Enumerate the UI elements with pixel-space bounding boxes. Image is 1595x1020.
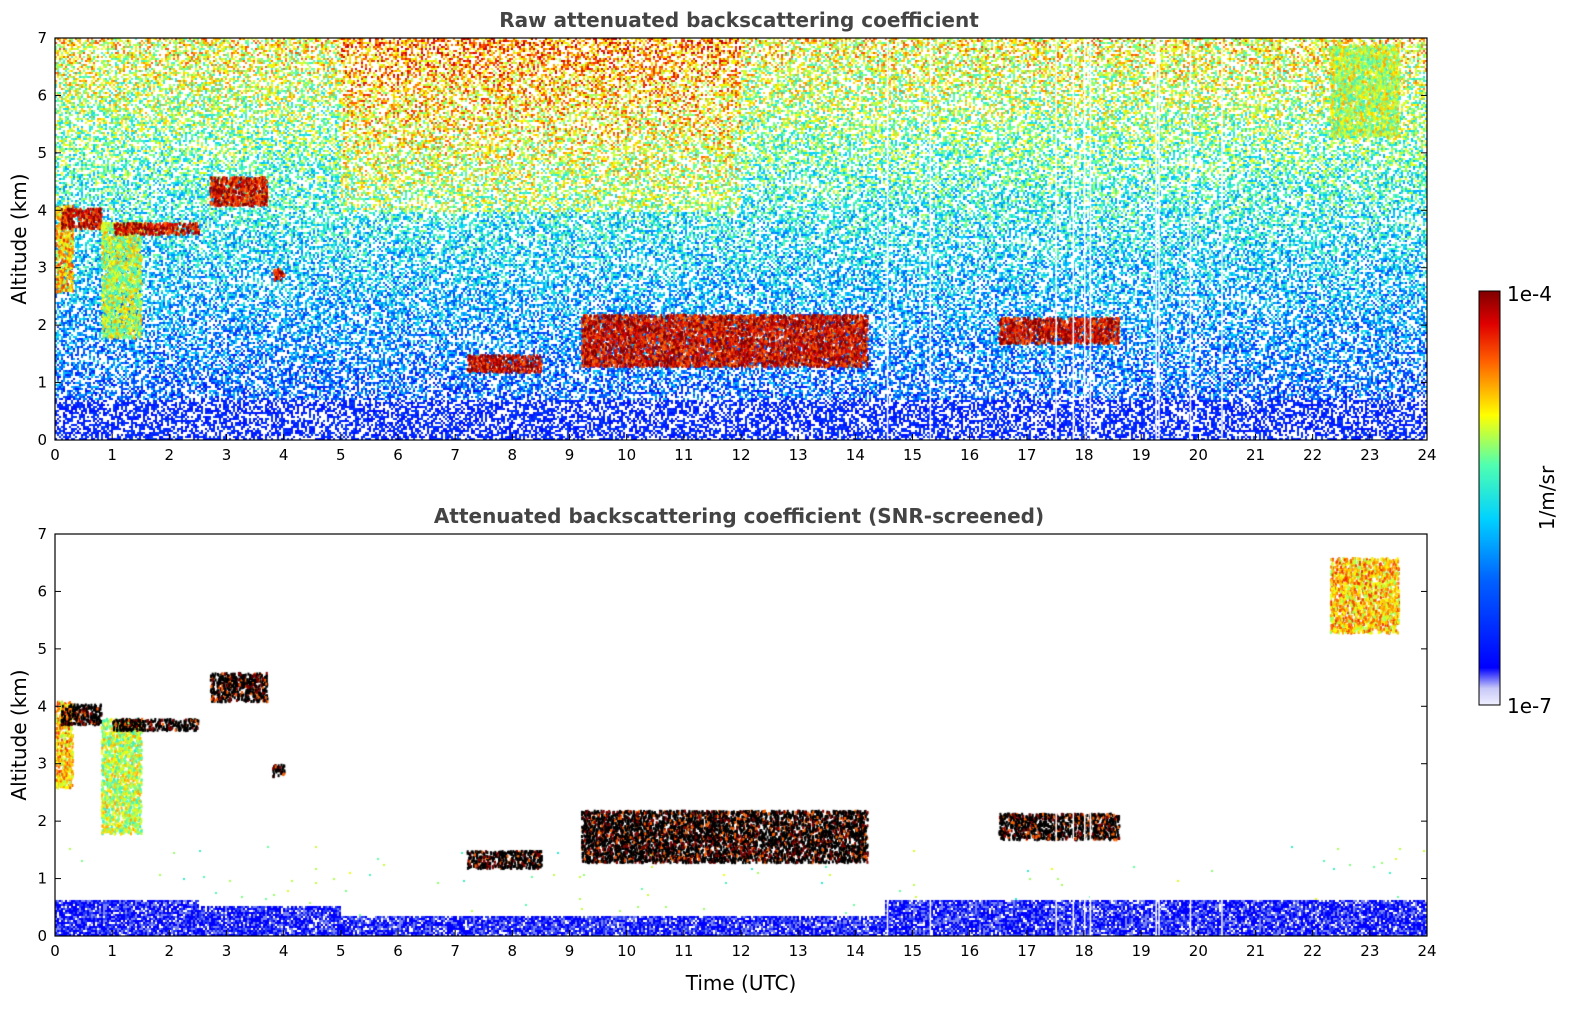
screened-backscatter-panel: Attenuated backscattering coefficient (S… [7,504,1437,995]
x-tick-label: 7 [450,942,460,960]
colorbar-unit-label: 1/m/sr [1535,465,1559,530]
screened-panel-title: Attenuated backscattering coefficient (S… [434,504,1044,528]
x-tick-label: 17 [1017,446,1036,464]
x-tick-label: 9 [565,446,575,464]
y-tick-label: 1 [37,374,47,392]
y-tick-label: 4 [37,697,47,715]
screened-heatmap [55,534,1427,936]
x-tick-label: 16 [960,942,979,960]
x-tick-label: 22 [1303,942,1322,960]
heatmap-image [55,534,1427,936]
raw-heatmap [55,38,1427,440]
y-tick-label: 6 [37,582,47,600]
y-tick-label: 6 [37,86,47,104]
x-tick-label: 5 [336,446,346,464]
raw-backscatter-panel: Raw attenuated backscattering coefficien… [7,8,1437,464]
x-tick-label: 3 [222,446,232,464]
y-tick-label: 5 [37,640,47,658]
y-tick-label: 7 [37,525,47,543]
x-tick-label: 8 [508,942,518,960]
x-tick-label: 14 [846,446,865,464]
x-tick-label: 0 [50,942,60,960]
x-tick-label: 12 [731,942,750,960]
screened-axis-ticks: 0 1 2 3 4 5 6 7 8 9 10 11 12 13 14 15 16 17 18 19 20 21 22 23 24… [37,525,1436,960]
x-tick-label: 15 [903,942,922,960]
heatmap-image [55,38,1427,440]
x-tick-label: 8 [508,446,518,464]
x-tick-label: 11 [674,446,693,464]
x-tick-label: 12 [731,446,750,464]
x-tick-label: 9 [565,942,575,960]
x-tick-label: 18 [1074,446,1093,464]
y-tick-label: 3 [37,259,47,277]
x-tick-label: 24 [1417,446,1436,464]
colorbar-max-label: 1e-4 [1507,282,1552,306]
x-tick-label: 17 [1017,942,1036,960]
x-tick-label: 0 [50,446,60,464]
colorbar-min-label: 1e-7 [1507,694,1552,718]
x-tick-label: 11 [674,942,693,960]
raw-y-axis-label: Altitude (km) [7,173,31,304]
x-tick-label: 15 [903,446,922,464]
x-tick-label: 20 [1189,942,1208,960]
x-tick-label: 1 [107,942,117,960]
x-tick-label: 10 [617,942,636,960]
x-tick-label: 18 [1074,942,1093,960]
x-tick-label: 24 [1417,942,1436,960]
raw-panel-title: Raw attenuated backscattering coefficien… [499,8,979,32]
x-tick-label: 23 [1360,446,1379,464]
x-tick-label: 14 [846,942,865,960]
x-tick-label: 16 [960,446,979,464]
colorbar: 1e-4 1e-7 1/m/sr [1478,282,1559,718]
y-tick-label: 7 [37,29,47,47]
y-tick-label: 0 [37,431,47,449]
colorbar-gradient [1478,290,1501,706]
x-tick-label: 3 [222,942,232,960]
x-tick-label: 21 [1246,446,1265,464]
x-tick-label: 5 [336,942,346,960]
x-tick-label: 20 [1189,446,1208,464]
x-tick-label: 7 [450,446,460,464]
x-tick-label: 21 [1246,942,1265,960]
raw-axis-ticks: 0 1 2 3 4 5 6 7 8 9 10 11 12 13 14 15 16 17 18 19 20 21 22 23 24… [37,29,1436,464]
screened-y-axis-label: Altitude (km) [7,669,31,800]
x-tick-label: 4 [279,942,289,960]
x-tick-label: 13 [789,446,808,464]
y-tick-label: 1 [37,870,47,888]
y-tick-label: 3 [37,755,47,773]
x-tick-label: 19 [1132,942,1151,960]
x-tick-label: 6 [393,446,403,464]
x-tick-label: 6 [393,942,403,960]
x-tick-label: 19 [1132,446,1151,464]
x-tick-label: 2 [165,446,175,464]
y-tick-label: 4 [37,201,47,219]
x-tick-label: 4 [279,446,289,464]
y-tick-label: 2 [37,316,47,334]
y-tick-label: 5 [37,144,47,162]
x-tick-label: 1 [107,446,117,464]
x-tick-label: 10 [617,446,636,464]
x-axis-label: Time (UTC) [685,971,797,995]
y-tick-label: 2 [37,812,47,830]
x-tick-label: 2 [165,942,175,960]
x-tick-label: 22 [1303,446,1322,464]
x-tick-label: 13 [789,942,808,960]
y-tick-label: 0 [37,927,47,945]
x-tick-label: 23 [1360,942,1379,960]
